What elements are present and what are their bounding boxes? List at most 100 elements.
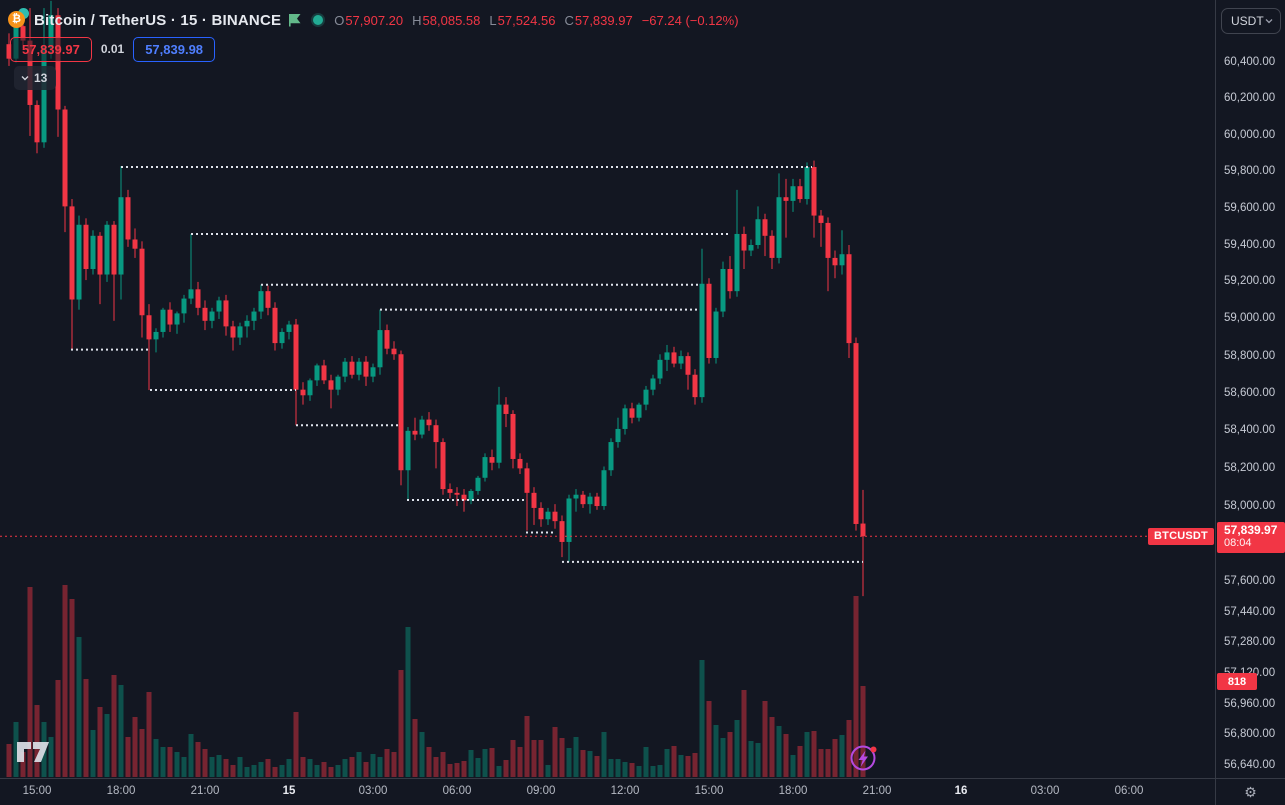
candle-body (97, 235, 103, 275)
candle-wick (526, 462, 528, 531)
volume-bar (153, 739, 159, 777)
volume-bar (797, 746, 803, 777)
volume-bar (664, 749, 670, 777)
volume-bar (321, 762, 327, 777)
buy-button[interactable]: 57,839.98 (133, 36, 216, 62)
candle-body (251, 311, 257, 321)
volume-bar (853, 596, 859, 777)
candle-wick (155, 328, 157, 353)
candle-body (727, 268, 733, 292)
candle-body (503, 404, 509, 414)
volume-bar (601, 732, 607, 777)
volume-bar (699, 660, 705, 777)
candle-body (545, 511, 551, 520)
candle-body (832, 257, 838, 266)
sell-button[interactable]: 57,839.97 (10, 36, 92, 62)
candle-body (433, 425, 439, 443)
volume-bar (279, 765, 285, 777)
volume-bar (482, 749, 488, 777)
alert-badge[interactable]: 818 (1217, 673, 1257, 691)
volume-bar (146, 692, 152, 777)
volume-bar (475, 758, 481, 777)
volume-bar (342, 759, 348, 777)
candle-body (293, 324, 299, 390)
candle-body (482, 457, 488, 478)
axis-settings-corner[interactable]: ⚙ (1215, 779, 1285, 805)
candle-body (132, 239, 138, 249)
candle-body (307, 380, 313, 396)
tradingview-logo-icon[interactable] (16, 741, 50, 763)
candle-body (391, 348, 397, 355)
volume-bar (811, 731, 817, 777)
volume-bar (202, 749, 208, 777)
symbol-legend[interactable]: ₿ Bitcoin / TetherUS · 15 · BINANCE O57,… (8, 7, 739, 32)
flag-icon[interactable] (288, 13, 302, 27)
volume-bar (447, 764, 453, 777)
gear-icon[interactable]: ⚙ (1244, 783, 1257, 800)
candlestick-chart[interactable] (0, 0, 1215, 778)
volume-bar (713, 725, 719, 777)
candle-body (706, 283, 712, 358)
volume-bar (839, 735, 845, 777)
objects-count: 13 (34, 71, 48, 85)
volume-bar (734, 720, 740, 777)
candle-body (580, 494, 586, 505)
volume-bar (860, 686, 866, 777)
volume-bar (440, 752, 446, 777)
candle-body (174, 313, 180, 325)
volume-bar (741, 690, 747, 777)
candle-wick (435, 419, 437, 469)
candle-body (755, 219, 761, 246)
price-axis-label: 59,200.00 (1224, 275, 1276, 288)
time-axis-label: 15 (282, 785, 296, 797)
volume-bar (468, 750, 474, 777)
candle-body (377, 330, 383, 368)
price-axis-label: 60,000.00 (1224, 128, 1276, 141)
candle-body (76, 224, 82, 300)
volume-bar (328, 767, 334, 777)
candle-body (272, 307, 278, 344)
volume-bar (846, 720, 852, 777)
volume-bar (685, 756, 691, 777)
volume-bar (489, 748, 495, 777)
candle-body (363, 361, 369, 377)
time-axis[interactable]: 15:00 18:00 21:00 15 03:00 06:00 09:00 12:00 15:… (0, 778, 1285, 805)
candle-body (776, 197, 782, 258)
volume-bar (538, 740, 544, 777)
volume-bar (139, 729, 145, 777)
volume-bar (461, 761, 467, 777)
currency-unit-button[interactable]: USDT (1221, 8, 1281, 34)
time-axis-label: 15:00 (694, 785, 724, 797)
time-axis-label: 15:00 (22, 785, 52, 797)
volume-bar (20, 752, 26, 777)
volume-bar (720, 738, 726, 777)
candle-body (622, 408, 628, 429)
volume-bar (125, 737, 131, 777)
high-value: 58,085.58 (422, 12, 481, 28)
candle-wick (148, 304, 150, 391)
price-axis-label: 56,800.00 (1224, 728, 1276, 741)
candle-body (258, 291, 264, 312)
object-tree-dropdown[interactable]: 13 (14, 66, 57, 90)
market-status-icon[interactable] (313, 15, 324, 25)
candle-body (699, 283, 705, 398)
price-axis[interactable]: USDT 60,400.00 60,200.00 60,000.00 59,800.0… (1215, 0, 1285, 778)
spread-value: 0.01 (100, 42, 125, 56)
volume-bar (48, 737, 54, 777)
chart-pane[interactable]: ₿ Bitcoin / TetherUS · 15 · BINANCE O57,… (0, 0, 1215, 778)
time-axis-label: 18:00 (106, 785, 136, 797)
time-axis-label: 16 (954, 785, 968, 797)
lightning-boost-icon[interactable] (847, 741, 881, 775)
symbol-title[interactable]: Bitcoin / TetherUS · 15 · BINANCE (34, 11, 282, 29)
candle-wick (246, 315, 248, 338)
candle-body (713, 311, 719, 358)
candle-body (342, 361, 348, 377)
candle-body (90, 235, 96, 269)
candle-body (818, 215, 824, 223)
volume-bar (62, 585, 68, 777)
candle-body (265, 291, 271, 308)
volume-bar (167, 747, 173, 777)
volume-bar (104, 714, 110, 777)
volume-bar (181, 757, 187, 777)
volume-bar (587, 751, 593, 777)
